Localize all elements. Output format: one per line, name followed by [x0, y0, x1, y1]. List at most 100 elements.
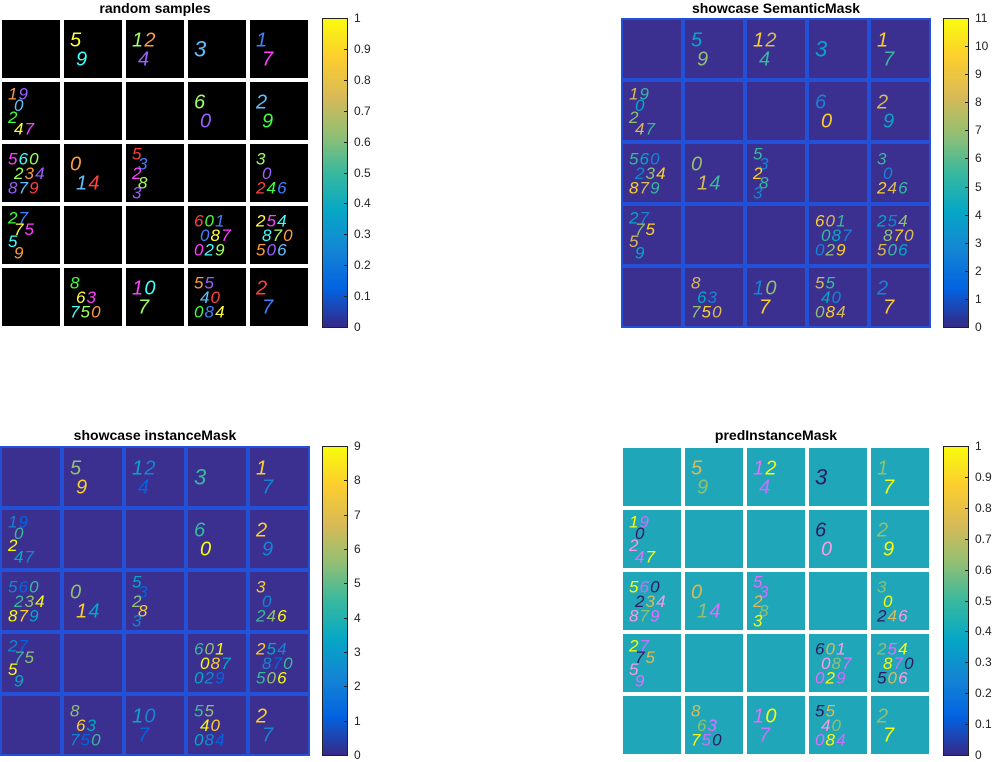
cell-r1-c0 [2, 510, 60, 568]
digit-glyph: 6 [19, 149, 29, 168]
cell-r4-c2 [126, 268, 184, 326]
digit-glyph: 0 [712, 730, 722, 749]
digit-glyph: 2 [876, 211, 887, 230]
title-semantic-mask: showcase SemanticMask [691, 0, 861, 16]
cell-r3-c1 [64, 206, 122, 264]
digit-glyph: 4 [138, 49, 149, 71]
digit-glyph: 3 [753, 611, 763, 630]
colorbar-tick-label: 0.2 [354, 258, 371, 272]
digit-glyph: 9 [697, 49, 708, 71]
cell-r3-c4 [250, 206, 308, 264]
digit-glyph: 0 [262, 592, 272, 611]
colorbar-tick-label: 0.6 [975, 563, 992, 577]
digit-glyph: 5 [256, 668, 266, 687]
digit-glyph: 3 [256, 577, 266, 596]
digit-glyph: 0 [262, 164, 272, 183]
digit-glyph: 0 [883, 164, 893, 183]
digit-glyph: 6 [898, 240, 908, 259]
digit-glyph: 0 [70, 581, 81, 603]
digit-glyph: 1 [215, 211, 224, 230]
digit-glyph: 9 [262, 539, 273, 561]
digit-glyph: 0 [267, 240, 277, 259]
digit-glyph: 0 [883, 592, 893, 611]
digit-glyph: 8 [262, 226, 272, 245]
digit-glyph: 2 [752, 592, 763, 611]
digit-glyph: 5 [815, 273, 825, 292]
digit-glyph: 4 [215, 730, 224, 749]
digit-glyph: 9 [635, 243, 645, 262]
digit-glyph: 6 [815, 211, 825, 230]
cell-r3-c1 [685, 634, 743, 692]
digit-glyph: 9 [19, 513, 29, 532]
colorbar-tick-label: 3 [354, 645, 361, 659]
colorbar-tickmark [965, 327, 969, 328]
cell-r2-c3 [188, 572, 246, 630]
colorbar-tick-label: 11 [975, 11, 988, 25]
digit-glyph: 2 [628, 209, 639, 228]
digit-glyph: 4 [267, 178, 276, 197]
cell-r3-c4 [871, 206, 929, 264]
digit-glyph: 5 [194, 273, 204, 292]
digit-glyph: 1 [76, 601, 87, 623]
cell-r3-c3 [809, 206, 867, 264]
digit-glyph: 6 [194, 639, 204, 658]
cell-r0-c3 [809, 20, 867, 78]
digit-glyph: 8 [832, 226, 842, 245]
digit-glyph: 2 [255, 277, 267, 299]
cell-r0-c2 [126, 448, 184, 506]
digit-glyph: 2 [628, 108, 639, 127]
digit-glyph: 6 [640, 577, 650, 596]
digit-glyph: 9 [640, 513, 650, 532]
cell-r1-c3 [188, 82, 246, 140]
digit-glyph: 8 [205, 302, 215, 321]
digit-glyph: 5 [646, 220, 656, 239]
colorbar-tickmark [344, 686, 348, 687]
digit-glyph: 4 [709, 601, 720, 623]
digit-glyph: 7 [19, 637, 29, 656]
colorbar-tick-label: 0.2 [975, 686, 992, 700]
colorbar-tickmark [344, 583, 348, 584]
digit-glyph: 7 [646, 119, 656, 138]
digit-glyph: 5 [8, 660, 18, 679]
digit-glyph: 0 [200, 539, 211, 561]
digit-glyph: 1 [753, 29, 764, 51]
digit-glyph: 2 [13, 164, 24, 183]
digit-glyph: 0 [200, 111, 211, 133]
cell-r0-c3 [809, 448, 867, 506]
colorbar-tickmark [965, 693, 969, 694]
digit-glyph: 5 [888, 211, 898, 230]
digit-glyph: 6 [277, 178, 287, 197]
digit-glyph: 0 [144, 705, 155, 727]
digit-glyph: 2 [204, 240, 215, 259]
digit-glyph: 4 [821, 716, 830, 735]
digit-glyph: 9 [697, 477, 708, 499]
colorbar-tickmark [965, 570, 969, 571]
cell-r0-c2 [747, 448, 805, 506]
digit-glyph: 4 [888, 606, 897, 625]
digit-glyph: 0 [200, 654, 210, 673]
colorbar-tick-label: 0.7 [354, 104, 371, 118]
digit-glyph: 5 [81, 730, 91, 749]
digit-glyph: 6 [76, 288, 86, 307]
digit-glyph: 9 [635, 671, 645, 690]
digit-glyph: 8 [883, 226, 893, 245]
colorbar-tick-label: 1 [354, 714, 361, 728]
colorbar-tickmark [965, 601, 969, 602]
digit-glyph: 4 [14, 119, 23, 138]
cell-r2-c4 [250, 572, 308, 630]
cell-r4-c0 [623, 696, 681, 754]
digit-glyph: 3 [708, 288, 718, 307]
cell-r3-c3 [809, 634, 867, 692]
digit-glyph: 0 [888, 668, 898, 687]
digit-glyph: 6 [697, 716, 707, 735]
digit-glyph: 5 [70, 457, 82, 479]
title-pred-instance-mask: predInstanceMask [714, 427, 838, 443]
digit-glyph: 7 [640, 606, 650, 625]
digit-glyph: 4 [215, 302, 224, 321]
colorbar-tick-label: 5 [975, 180, 982, 194]
digit-glyph: 0 [888, 240, 898, 259]
cell-r2-c4 [871, 144, 929, 202]
cell-r2-c3 [188, 144, 246, 202]
digit-glyph: 0 [691, 153, 702, 175]
